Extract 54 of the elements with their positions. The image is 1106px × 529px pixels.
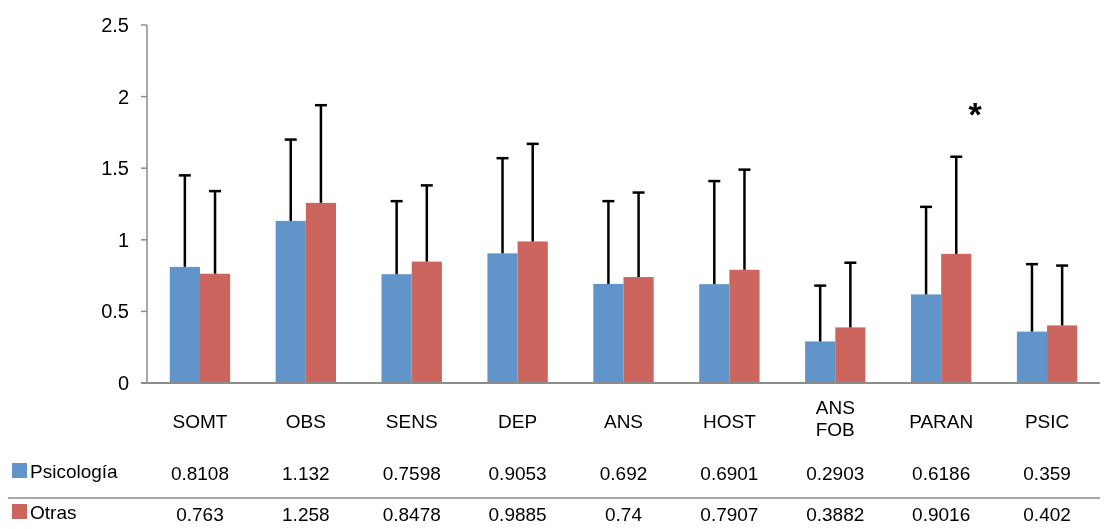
data-label: 1.132	[282, 463, 330, 484]
bar	[805, 341, 836, 383]
data-label: 0.402	[1023, 504, 1071, 525]
x-tick-label: PSIC	[1024, 411, 1070, 432]
bar	[623, 277, 654, 383]
data-label: 1.258	[282, 504, 330, 525]
bar	[411, 261, 442, 383]
legend-label: Otras	[30, 502, 77, 523]
y-tick-label: 0.5	[101, 300, 129, 323]
x-tick-label: OBS	[285, 411, 326, 432]
y-tick-label: 1.5	[101, 157, 129, 180]
bar	[1047, 325, 1078, 383]
bar	[275, 220, 306, 383]
data-label: 0.9885	[488, 504, 547, 525]
data-label: 0.7598	[382, 463, 441, 484]
annotation: *	[968, 95, 983, 133]
data-label: 0.8478	[382, 504, 441, 525]
x-tick-label: ANS FOB	[815, 397, 855, 440]
data-label: 0.74	[605, 504, 643, 525]
legend-label: Psicología	[30, 461, 119, 482]
x-tick-label: DEP	[498, 411, 538, 432]
data-label: 0.763	[176, 504, 224, 525]
y-tick-label: 2	[117, 85, 129, 108]
bar	[305, 202, 337, 383]
bar	[199, 273, 231, 383]
bar	[1016, 331, 1048, 383]
data-label: 0.9053	[488, 463, 547, 484]
bar	[517, 241, 548, 383]
x-tick-label: SENS	[385, 411, 438, 432]
data-label: 0.359	[1023, 463, 1071, 484]
x-tick-label: SOMT	[172, 411, 228, 432]
data-label: 0.6186	[912, 463, 971, 484]
bar	[381, 274, 412, 383]
y-tick-label: 2.5	[101, 14, 129, 36]
data-label: 0.3882	[806, 504, 865, 525]
data-label: 0.692	[599, 463, 648, 484]
bar	[593, 283, 624, 383]
bar	[835, 327, 866, 383]
bar	[169, 266, 200, 383]
data-label: 0.8108	[170, 463, 230, 484]
bar	[487, 253, 518, 383]
x-tick-label: ANS	[603, 411, 644, 432]
bar	[941, 253, 972, 383]
y-tick-label: 0	[117, 372, 129, 394]
data-label: 0.2903	[806, 463, 865, 484]
y-tick-label: 1	[117, 228, 129, 251]
data-label: 0.7907	[700, 504, 759, 525]
data-label: 0.9016	[912, 504, 971, 525]
bar	[729, 269, 760, 383]
bar	[910, 294, 942, 383]
data-label: 0.6901	[700, 463, 759, 484]
bar	[699, 284, 730, 383]
x-tick-label: PARAN	[909, 411, 974, 432]
x-tick-label: HOST	[703, 411, 757, 432]
